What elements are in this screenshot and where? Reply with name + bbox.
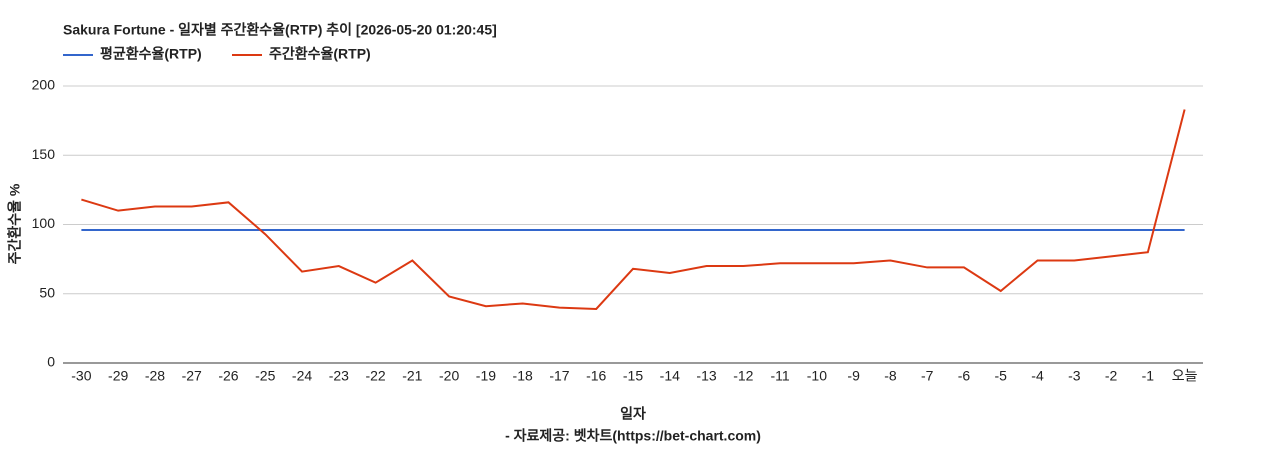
x-tick-label: -16: [586, 368, 606, 384]
legend-label[interactable]: 평균환수율(RTP): [100, 46, 202, 62]
x-axis-title: 일자: [620, 406, 646, 422]
x-tick-label: -5: [995, 368, 1008, 384]
x-tick-label: -8: [884, 368, 897, 384]
x-tick-label: -3: [1068, 368, 1081, 384]
x-tick-label: -21: [402, 368, 422, 384]
source-note: - 자료제공: 벳차트(https://bet-chart.com): [505, 428, 761, 444]
legend-label[interactable]: 주간환수율(RTP): [269, 46, 371, 62]
x-tick-label: -27: [182, 368, 202, 384]
y-tick-label: 100: [32, 215, 56, 231]
x-tick-label: -1: [1142, 368, 1155, 384]
x-tick-label: -19: [476, 368, 496, 384]
x-tick-label: -10: [807, 368, 827, 384]
x-tick-label: -14: [660, 368, 680, 384]
x-tick-label: -12: [733, 368, 753, 384]
y-tick-label: 200: [32, 77, 56, 93]
x-tick-label: -28: [145, 368, 165, 384]
x-tick-label: -18: [513, 368, 533, 384]
x-tick-label: -29: [108, 368, 128, 384]
x-tick-label: -26: [218, 368, 238, 384]
x-tick-label: -22: [365, 368, 385, 384]
x-tick-label: -13: [696, 368, 716, 384]
x-tick-label: -23: [329, 368, 349, 384]
x-tick-label: 오늘: [1172, 368, 1198, 384]
line-series: [81, 109, 1186, 311]
y-axis-title: 주간환수율 %: [7, 183, 23, 264]
x-tick-label: -17: [549, 368, 569, 384]
x-tick-label: -4: [1031, 368, 1044, 384]
x-tick-label: -9: [847, 368, 860, 384]
x-tick-label: -11: [770, 368, 789, 384]
x-tick-label: -6: [958, 368, 971, 384]
x-tick-label: -20: [439, 368, 459, 384]
x-tick-label: -7: [921, 368, 934, 384]
y-tick-label: 150: [32, 146, 56, 162]
x-tick-label: -24: [292, 368, 312, 384]
x-tick-label: -2: [1105, 368, 1118, 384]
x-tick-label: -30: [71, 368, 91, 384]
x-tick-label: -25: [255, 368, 275, 384]
y-tick-label: 0: [47, 354, 55, 370]
chart-title: Sakura Fortune - 일자별 주간환수율(RTP) 추이 [2026…: [63, 22, 497, 38]
y-tick-label: 50: [39, 284, 55, 300]
x-tick-label: -15: [623, 368, 643, 384]
